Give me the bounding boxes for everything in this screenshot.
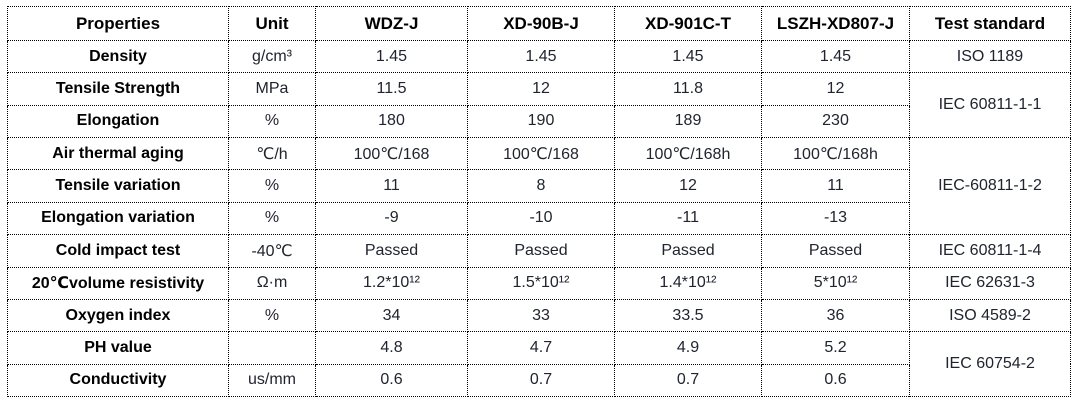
- unit-cell: %: [228, 104, 316, 139]
- value-cell: 230: [761, 104, 910, 139]
- header-cell-test-standard: Test standard: [909, 6, 1071, 41]
- property-cell: Tensile Strength: [7, 72, 229, 106]
- value-cell: 33.5: [614, 298, 762, 333]
- value-cell: 0.6: [761, 363, 910, 398]
- value-cell: 100℃/168h: [614, 137, 762, 171]
- value-cell: 1.45: [614, 39, 762, 74]
- property-cell: Conductivity: [7, 363, 229, 398]
- unit-cell: us/mm: [228, 363, 316, 398]
- unit-cell: %: [228, 169, 316, 203]
- table-row-elongation: Elongation % 180 190 189 230: [7, 104, 1071, 139]
- unit-cell: Ω·m: [228, 266, 316, 300]
- unit-cell: ℃/h: [228, 137, 316, 171]
- property-cell: PH value: [7, 331, 229, 365]
- header-cell-wdz-j: WDZ-J: [315, 6, 468, 41]
- value-cell: 11.5: [315, 72, 468, 106]
- standard-cell: IEC 60811-1-4: [909, 234, 1071, 268]
- value-cell: 12: [761, 72, 910, 106]
- value-cell: -11: [614, 201, 762, 236]
- value-cell: 1.45: [315, 39, 468, 74]
- value-cell: 36: [761, 298, 910, 333]
- table-row-air-thermal-aging: Air thermal aging ℃/h 100℃/168 100℃/168 …: [7, 137, 1071, 236]
- value-cell: 8: [467, 169, 615, 203]
- unit-cell: -40℃: [228, 234, 316, 268]
- value-cell: -13: [761, 201, 910, 236]
- value-cell: 11: [315, 169, 468, 203]
- table-row-oxygen-index: Oxygen index % 34 33 33.5 36 ISO 4589-2: [7, 298, 1071, 333]
- value-cell: 5.2: [761, 331, 910, 365]
- value-cell: 189: [614, 104, 762, 139]
- table-row-volume-resistivity: 20℃volume resistivity Ω·m 1.2*10¹² 1.5*1…: [7, 266, 1071, 300]
- unit-cell: %: [228, 201, 316, 236]
- value-cell: 0.7: [614, 363, 762, 398]
- value-cell: -9: [315, 201, 468, 236]
- property-cell: Oxygen index: [7, 298, 229, 333]
- value-cell: Passed: [315, 234, 468, 268]
- table-row-ph-value: PH value 4.8 4.7 4.9 5.2 IEC 60754-2: [7, 331, 1071, 397]
- value-cell: 1.45: [467, 39, 615, 74]
- value-cell: 1.45: [761, 39, 910, 74]
- property-cell: 20℃volume resistivity: [7, 266, 229, 300]
- standard-cell: ISO 4589-2: [909, 298, 1071, 333]
- value-cell: 1.2*10¹²: [315, 266, 468, 300]
- property-cell: Tensile variation: [7, 169, 229, 203]
- standard-cell: IEC 60754-2: [909, 331, 1071, 397]
- property-cell: Cold impact test: [7, 234, 229, 268]
- table-row-conductivity: Conductivity us/mm 0.6 0.7 0.7 0.6: [7, 363, 1071, 398]
- table-header-row: Properties Unit WDZ-J XD-90B-J XD-901C-T…: [7, 6, 1071, 41]
- header-cell-lszh-xd807-j: LSZH-XD807-J: [761, 6, 910, 41]
- property-cell: Air thermal aging: [7, 137, 229, 171]
- table-row-cold-impact-test: Cold impact test -40℃ Passed Passed Pass…: [7, 234, 1071, 268]
- value-cell: 0.7: [467, 363, 615, 398]
- table-row-tensile-strength: Tensile Strength MPa 11.5 12 11.8 12 IEC…: [7, 72, 1071, 139]
- unit-cell: %: [228, 298, 316, 333]
- value-cell: 180: [315, 104, 468, 139]
- header-cell-properties: Properties: [7, 6, 229, 41]
- value-cell: 33: [467, 298, 615, 333]
- standard-cell: IEC 62631-3: [909, 266, 1071, 300]
- value-cell: 12: [467, 72, 615, 106]
- header-cell-xd-90b-j: XD-90B-J: [467, 6, 615, 41]
- property-cell: Elongation: [7, 104, 229, 139]
- value-cell: 100℃/168h: [761, 137, 910, 171]
- value-cell: 100℃/168: [315, 137, 468, 171]
- value-cell: 4.9: [614, 331, 762, 365]
- value-cell: 4.7: [467, 331, 615, 365]
- standard-cell: IEC-60811-1-2: [909, 137, 1071, 236]
- unit-cell: g/cm³: [228, 39, 316, 74]
- value-cell: Passed: [467, 234, 615, 268]
- value-cell: 0.6: [315, 363, 468, 398]
- value-cell: 1.5*10¹²: [467, 266, 615, 300]
- unit-cell: MPa: [228, 72, 316, 106]
- property-cell: Elongation variation: [7, 201, 229, 236]
- value-cell: 11: [761, 169, 910, 203]
- standard-cell: ISO 1189: [909, 39, 1071, 74]
- value-cell: Passed: [761, 234, 910, 268]
- value-cell: 34: [315, 298, 468, 333]
- value-cell: 5*10¹²: [761, 266, 910, 300]
- header-cell-xd-901c-t: XD-901C-T: [614, 6, 762, 41]
- value-cell: 4.8: [315, 331, 468, 365]
- property-cell: Density: [7, 39, 229, 74]
- value-cell: 1.4*10¹²: [614, 266, 762, 300]
- unit-cell: [228, 331, 316, 365]
- value-cell: 100℃/168: [467, 137, 615, 171]
- table-row-density: Density g/cm³ 1.45 1.45 1.45 1.45 ISO 11…: [7, 39, 1071, 74]
- value-cell: 190: [467, 104, 615, 139]
- value-cell: 12: [614, 169, 762, 203]
- header-cell-unit: Unit: [228, 6, 316, 41]
- value-cell: -10: [467, 201, 615, 236]
- properties-table: Properties Unit WDZ-J XD-90B-J XD-901C-T…: [7, 6, 1071, 398]
- value-cell: 11.8: [614, 72, 762, 106]
- standard-cell: IEC 60811-1-1: [909, 72, 1071, 139]
- table-row-tensile-variation: Tensile variation % 11 8 12 11: [7, 169, 1071, 203]
- value-cell: Passed: [614, 234, 762, 268]
